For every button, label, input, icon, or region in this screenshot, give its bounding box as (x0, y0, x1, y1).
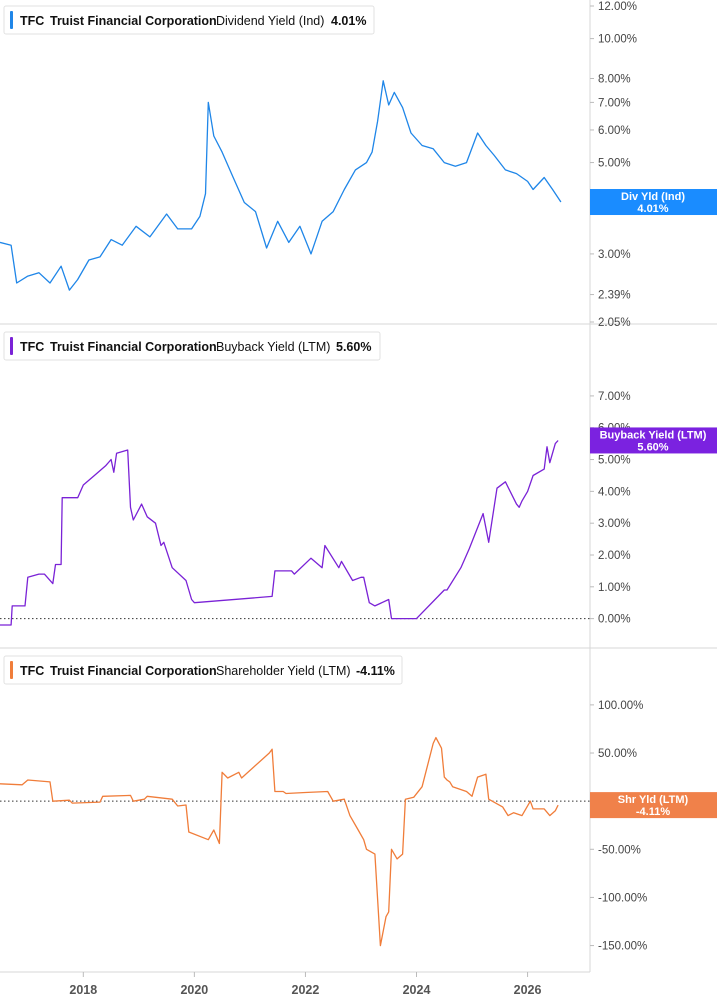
legend-swatch-dividend (10, 11, 13, 29)
current-value-tag: Buyback Yield (LTM)5.60% (590, 427, 717, 454)
current-value-tag-label: Shr Yld (LTM) (618, 794, 689, 806)
y-tick-label: 100.00% (598, 700, 643, 712)
legend-swatch-buyback (10, 337, 13, 355)
legend-ticker: TFC (20, 664, 44, 678)
y-tick-label: 8.00% (598, 74, 631, 86)
legend-swatch-shareholder (10, 661, 13, 679)
current-value-tag-bg (590, 189, 717, 216)
legend-company: Truist Financial Corporation (50, 664, 217, 678)
legend-metric: Dividend Yield (Ind) (216, 14, 324, 28)
legend-ticker: TFC (20, 14, 44, 28)
current-value-tag-value: 5.60% (637, 441, 668, 453)
current-value-tag-label: Buyback Yield (LTM) (600, 429, 707, 441)
current-value-tag-bg (590, 427, 717, 454)
x-tick-label: 2026 (514, 983, 542, 997)
y-tick-label: -100.00% (598, 892, 647, 904)
y-tick-label: 7.00% (598, 391, 631, 403)
legend-company: Truist Financial Corporation (50, 14, 217, 28)
y-tick-label: 0.00% (598, 614, 631, 626)
x-tick-label: 2018 (69, 983, 97, 997)
legend-metric: Shareholder Yield (LTM) (216, 664, 351, 678)
current-value-tag: Shr Yld (LTM)-4.11% (590, 792, 717, 819)
x-tick-label: 2024 (403, 983, 431, 997)
current-value-tag-value: -4.11% (636, 806, 670, 818)
legend-value: -4.11% (356, 664, 395, 678)
legend-value: 4.01% (331, 14, 366, 28)
legend-value: 5.60% (336, 340, 371, 354)
y-tick-label: 2.00% (598, 550, 631, 562)
y-tick-label: 4.00% (598, 486, 631, 498)
x-tick-label: 2020 (180, 983, 208, 997)
series-line-shareholder[interactable] (0, 736, 559, 947)
panel-shareholder: 100.00%50.00%0.00%-50.00%-100.00%-150.00… (0, 700, 717, 997)
y-tick-label: 10.00% (598, 34, 637, 46)
y-tick-label: 2.39% (598, 290, 631, 302)
current-value-tag-value: 4.01% (637, 203, 668, 215)
y-tick-label: -50.00% (598, 844, 641, 856)
y-tick-label: 50.00% (598, 748, 637, 760)
legend-company: Truist Financial Corporation (50, 340, 217, 354)
y-tick-label: 6.00% (598, 125, 631, 137)
legend-shareholder[interactable]: TFC Truist Financial Corporation Shareho… (3, 655, 403, 685)
current-value-tag: Div Yld (Ind)4.01% (590, 189, 717, 216)
y-tick-label: 2.05% (598, 317, 631, 329)
current-value-tag-bg (590, 792, 717, 819)
y-tick-label: 5.00% (598, 455, 631, 467)
series-line-dividend[interactable] (0, 80, 562, 291)
y-tick-label: 3.00% (598, 249, 631, 261)
panel-dividend: 12.00%10.00%8.00%7.00%6.00%5.00%4.00%3.0… (0, 1, 717, 329)
y-tick-label: 5.00% (598, 158, 631, 170)
y-tick-label: 1.00% (598, 582, 631, 594)
legend-ticker: TFC (20, 340, 44, 354)
y-tick-label: 7.00% (598, 97, 631, 109)
panel-buyback: 7.00%6.00%5.00%4.00%3.00%2.00%1.00%0.00%… (0, 391, 717, 626)
y-tick-label: -150.00% (598, 941, 647, 953)
current-value-tag-label: Div Yld (Ind) (621, 191, 685, 203)
x-tick-label: 2022 (292, 983, 320, 997)
legend-buyback[interactable]: TFC Truist Financial Corporation Buyback… (3, 331, 381, 361)
y-tick-label: 3.00% (598, 518, 631, 530)
y-tick-label: 12.00% (598, 1, 637, 13)
legend-metric: Buyback Yield (LTM) (216, 340, 330, 354)
series-line-buyback[interactable] (0, 440, 559, 626)
legend-dividend[interactable]: TFC Truist Financial Corporation Dividen… (3, 5, 375, 35)
